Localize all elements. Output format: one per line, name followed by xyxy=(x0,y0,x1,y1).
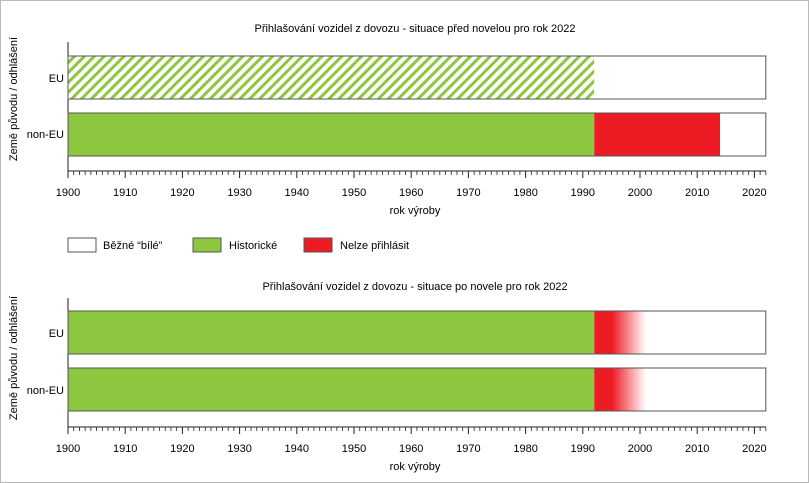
x-tick-label: 1990 xyxy=(571,187,595,199)
x-tick-label: 2020 xyxy=(742,187,766,199)
legend: Běžné “bílé” Historické Nelze přihlásit xyxy=(67,237,409,253)
legend-label: Běžné “bílé” xyxy=(103,240,163,252)
bar-segment xyxy=(594,368,646,411)
chart-title: Přihlašování vozidel z dovozu - situace … xyxy=(254,23,575,35)
x-tick-label: 1950 xyxy=(342,187,366,199)
legend-swatch-blocked xyxy=(303,237,333,253)
x-tick-label: 1900 xyxy=(56,187,80,199)
x-ticks xyxy=(67,427,767,434)
bar-outline xyxy=(67,367,767,412)
x-tick-label: 1940 xyxy=(285,443,309,455)
x-tick-label: 1960 xyxy=(399,443,423,455)
x-tick-label: 2020 xyxy=(742,443,766,455)
bar-segment xyxy=(645,311,766,354)
x-tick-label: 1970 xyxy=(456,187,480,199)
bar-segment xyxy=(68,311,595,354)
x-tick-label: 1930 xyxy=(227,187,251,199)
x-axis-label: rok výroby xyxy=(390,205,441,217)
bar-segment xyxy=(720,113,766,156)
x-tick-label: 1900 xyxy=(56,443,80,455)
category-label: EU xyxy=(49,73,64,85)
x-tick-label: 2010 xyxy=(685,443,709,455)
bar-segment xyxy=(594,56,766,99)
legend-label: Historické xyxy=(229,240,277,252)
chart-title: Přihlašování vozidel z dovozu - situace … xyxy=(262,281,567,293)
bar-segment xyxy=(594,311,646,354)
bar-segment xyxy=(68,368,595,411)
bar-segment xyxy=(68,113,595,156)
x-tick-label: 2000 xyxy=(628,443,652,455)
category-label: non-EU xyxy=(27,385,64,397)
x-tick-label: 1920 xyxy=(170,443,194,455)
legend-swatch-historic xyxy=(192,237,222,253)
x-tick-label: 2000 xyxy=(628,187,652,199)
bar-segment xyxy=(645,368,766,411)
y-axis-label: Země původu / odhlášení xyxy=(8,37,20,161)
y-axis-label: Země původu / odhlášení xyxy=(8,296,20,420)
bars-group xyxy=(67,310,767,412)
x-tick-label: 1920 xyxy=(170,187,194,199)
category-label: non-EU xyxy=(27,129,64,141)
x-tick-label: 1940 xyxy=(285,187,309,199)
x-tick-label: 1910 xyxy=(113,443,137,455)
x-tick-label: 2010 xyxy=(685,187,709,199)
category-label: EU xyxy=(49,328,64,340)
bar-outline xyxy=(67,55,767,100)
chart-bottom: Přihlašování vozidel z dovozu - situace … xyxy=(8,281,767,473)
bar-segment xyxy=(594,113,721,156)
x-tick-label: 1970 xyxy=(456,443,480,455)
bar-segment xyxy=(68,56,595,99)
x-tick-label: 1950 xyxy=(342,443,366,455)
x-tick-label: 1980 xyxy=(513,443,537,455)
x-tick-label: 1980 xyxy=(513,187,537,199)
bar-outline xyxy=(67,112,767,157)
legend-swatch-white xyxy=(67,237,97,253)
bars-group xyxy=(67,55,767,157)
x-tick-label: 1930 xyxy=(227,443,251,455)
x-tick-label: 1990 xyxy=(571,443,595,455)
x-ticks xyxy=(67,171,767,178)
x-tick-label: 1960 xyxy=(399,187,423,199)
x-axis-label: rok výroby xyxy=(390,461,441,473)
bar-outline xyxy=(67,310,767,355)
chart-top: Přihlašování vozidel z dovozu - situace … xyxy=(8,23,767,217)
x-tick-label: 1910 xyxy=(113,187,137,199)
legend-label: Nelze přihlásit xyxy=(340,240,409,252)
